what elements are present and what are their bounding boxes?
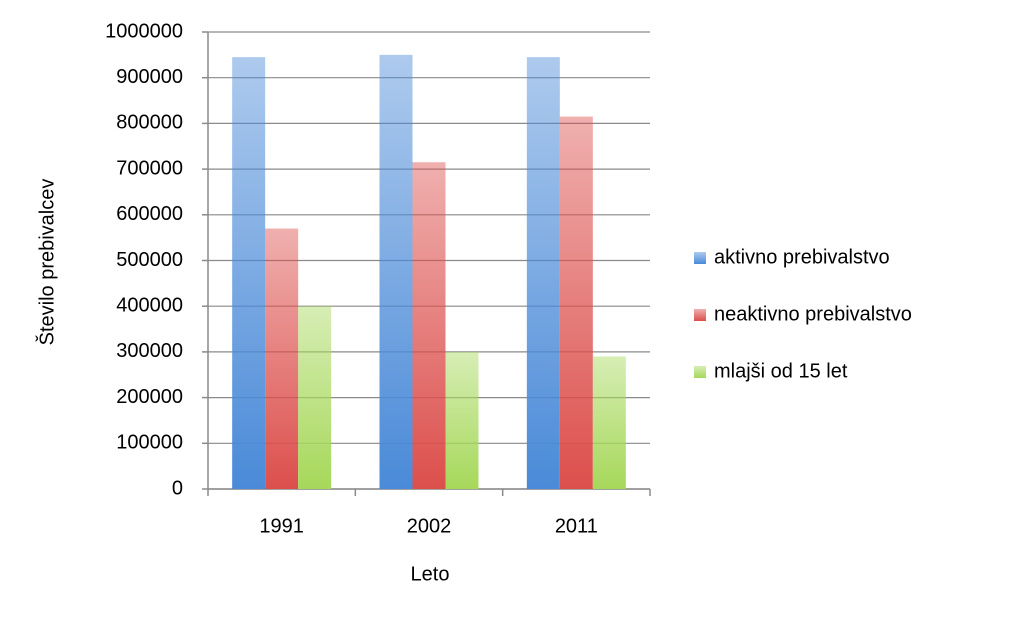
legend-label: aktivno prebivalstvo bbox=[714, 246, 890, 268]
bar bbox=[412, 162, 446, 489]
y-tick-label: 400000 bbox=[116, 294, 183, 316]
bar bbox=[265, 228, 299, 489]
y-tick-label: 200000 bbox=[116, 386, 183, 408]
y-tick-label: 1000000 bbox=[105, 20, 183, 42]
y-axis-title: Število prebivalcev bbox=[35, 179, 58, 346]
bar bbox=[379, 54, 413, 489]
bar bbox=[232, 57, 266, 489]
x-tick-label: 2011 bbox=[555, 515, 598, 537]
bar bbox=[298, 306, 332, 489]
y-tick-label: 100000 bbox=[116, 432, 183, 454]
x-tick-label: 1991 bbox=[259, 515, 304, 537]
y-tick-label: 0 bbox=[172, 477, 183, 499]
x-axis-title: Leto bbox=[411, 563, 450, 585]
y-tick-label: 300000 bbox=[116, 340, 183, 362]
y-tick-label: 500000 bbox=[116, 249, 183, 271]
legend-swatch bbox=[694, 366, 706, 378]
legend-label: mlajši od 15 let bbox=[714, 360, 848, 382]
x-tick-label: 2002 bbox=[407, 515, 452, 537]
legend-swatch bbox=[694, 309, 706, 321]
legend-label: neaktivno prebivalstvo bbox=[714, 303, 912, 325]
bar bbox=[445, 351, 479, 489]
bar bbox=[559, 116, 593, 490]
y-tick-label: 600000 bbox=[116, 203, 183, 225]
bar bbox=[592, 356, 626, 489]
bar bbox=[526, 57, 560, 489]
y-tick-label: 800000 bbox=[116, 112, 183, 134]
legend-swatch bbox=[694, 252, 706, 264]
y-tick-label: 700000 bbox=[116, 157, 183, 179]
y-tick-label: 900000 bbox=[116, 66, 183, 88]
